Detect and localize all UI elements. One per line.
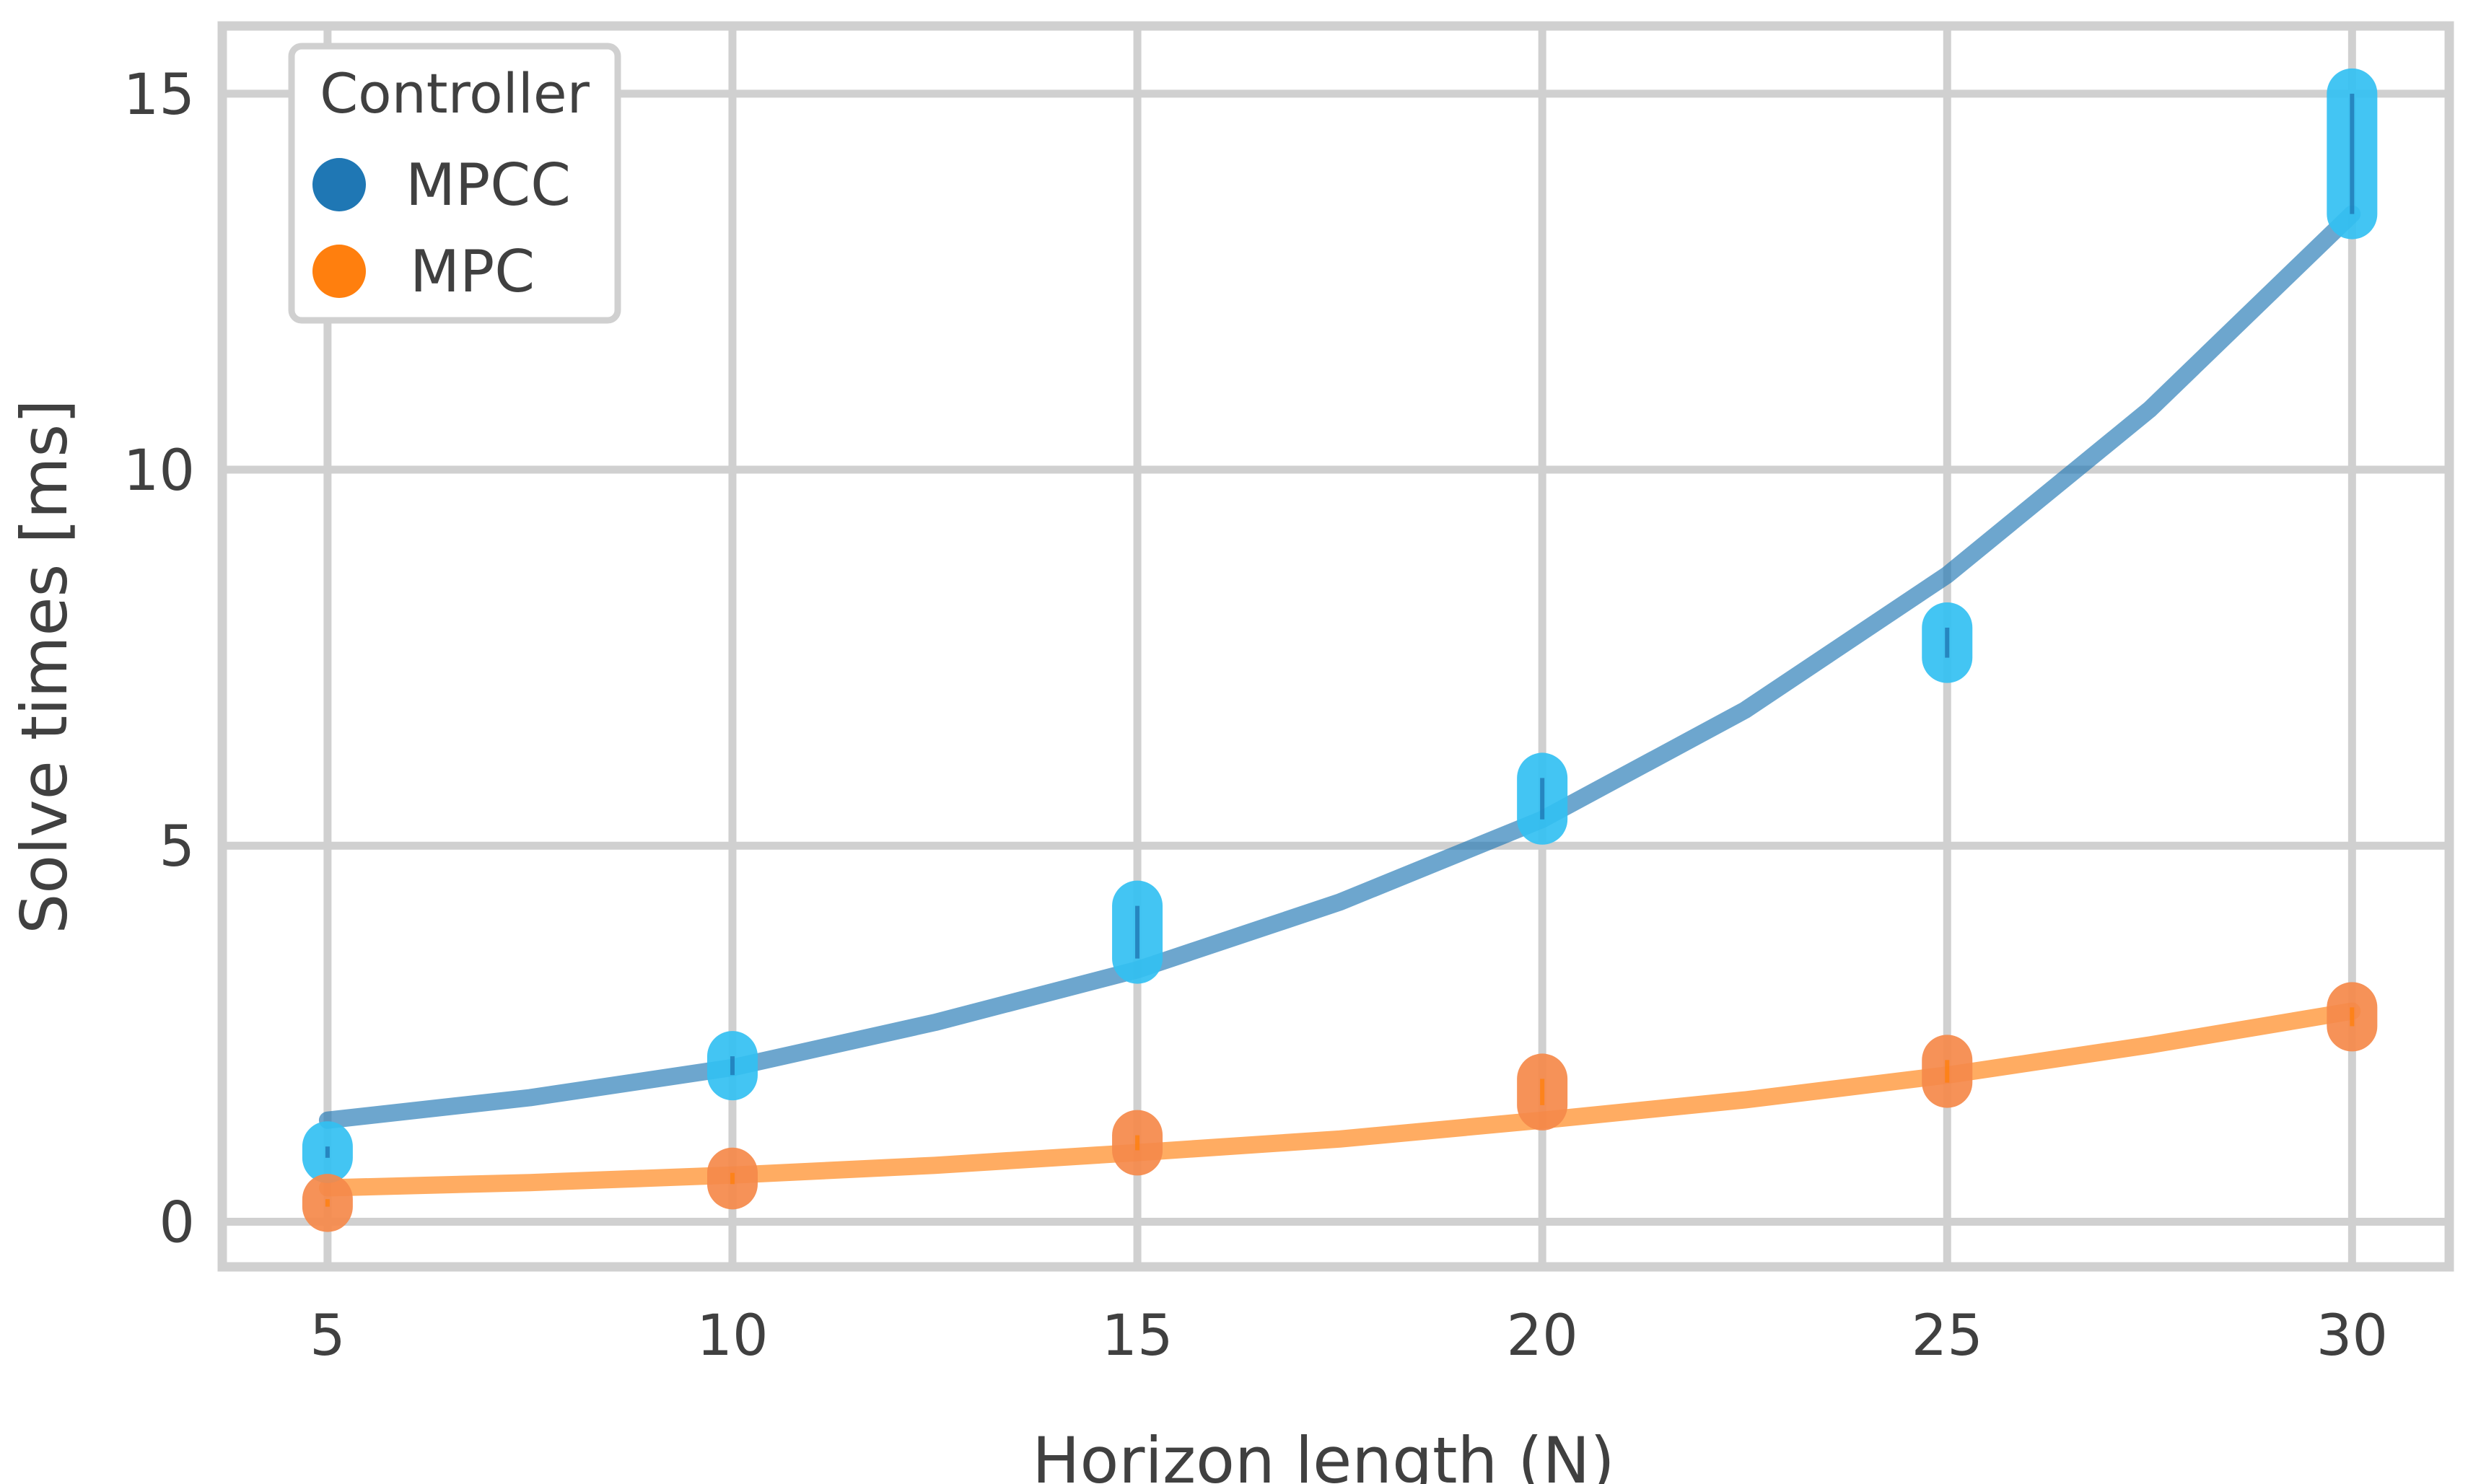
legend-marker-mpc [312,245,366,298]
fit-curves [318,205,2361,1197]
x-tick-label: 5 [310,1304,346,1369]
data-points [302,68,2378,1232]
x-tick-label: 25 [1912,1304,1983,1369]
x-axis-label: Horizon length (N) [1032,1423,1614,1484]
y-axis-label: Solve times [ms] [7,399,82,934]
y-tick-label: 0 [159,1190,195,1255]
legend-marker-mpcc [312,158,366,211]
legend-label-mpcc: MPCC [406,152,571,219]
fit-line-mpc [318,1002,2361,1197]
legend-box [288,43,621,324]
y-tick-label: 10 [123,439,195,504]
legend: Controller MPCC MPC [288,43,621,324]
legend-title: Controller [320,61,590,126]
x-ticks: 5 10 15 20 25 30 [310,1304,2388,1369]
x-tick-label: 15 [1101,1304,1173,1369]
x-tick-label: 10 [696,1304,768,1369]
plot-frame [217,21,2454,1272]
y-tick-label: 15 [123,63,195,128]
x-tick-label: 30 [2316,1304,2388,1369]
legend-label-mpc: MPC [410,238,535,305]
y-tick-label: 5 [159,815,195,879]
y-ticks: 0 5 10 15 [123,63,195,1256]
x-tick-label: 20 [1507,1304,1578,1369]
fit-line-mpcc [318,205,2361,1129]
